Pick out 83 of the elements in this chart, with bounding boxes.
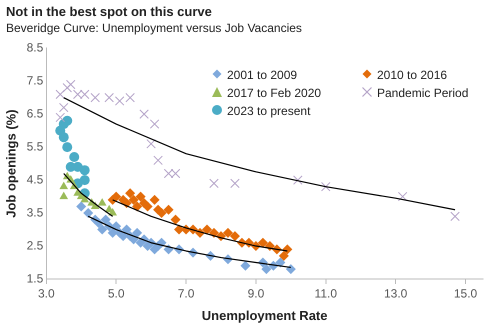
point <box>125 188 136 198</box>
y-tick-label: 5.5 <box>26 139 44 154</box>
y-tick-label: 1.5 <box>26 271 44 286</box>
point <box>230 231 240 242</box>
legend-label: 2023 to present <box>227 104 310 118</box>
point <box>108 228 118 238</box>
x-axis-title: Unemployment Rate <box>202 308 328 323</box>
chart-title: Not in the best spot on this curve <box>6 4 212 19</box>
point <box>170 214 181 225</box>
point <box>293 175 303 185</box>
point <box>90 92 100 102</box>
point <box>222 228 233 238</box>
point <box>98 198 107 206</box>
point <box>202 224 212 235</box>
point <box>80 90 90 100</box>
point <box>230 178 240 188</box>
point <box>132 228 142 238</box>
point <box>275 258 286 268</box>
point <box>58 132 69 142</box>
point <box>128 194 139 205</box>
point <box>62 83 72 93</box>
point <box>76 201 86 212</box>
point <box>450 212 460 222</box>
y-tick-label: 2.5 <box>26 238 44 252</box>
point <box>139 109 149 119</box>
y-tick-label: 7.5 <box>26 73 44 88</box>
point <box>104 92 114 102</box>
y-axis-title: Job openings (%) <box>3 109 18 218</box>
x-tick-label: 5.0 <box>108 286 125 301</box>
point <box>321 182 331 192</box>
point <box>62 116 72 126</box>
point <box>59 102 68 112</box>
point <box>80 194 90 202</box>
point <box>164 204 174 215</box>
point <box>261 264 272 274</box>
point <box>100 214 111 225</box>
point <box>164 168 174 178</box>
point <box>80 165 90 176</box>
legend-label: 2001 to 2009 <box>227 68 298 82</box>
x-tick-label: 13.0 <box>384 286 408 301</box>
point <box>59 192 68 200</box>
point <box>136 192 146 202</box>
legend-label: Pandemic Period <box>377 86 468 100</box>
point <box>170 168 180 178</box>
point <box>132 201 142 212</box>
point <box>62 142 72 152</box>
point <box>114 96 124 106</box>
point <box>72 90 82 100</box>
point <box>125 92 135 102</box>
point <box>258 238 268 248</box>
point <box>59 182 68 190</box>
point <box>150 194 160 205</box>
point <box>240 260 250 271</box>
point <box>111 192 122 202</box>
point <box>83 208 94 218</box>
legend-label: 2010 to 2016 <box>377 68 448 82</box>
point <box>128 234 139 244</box>
point <box>150 119 160 129</box>
x-tick-label: 3.0 <box>38 286 55 301</box>
x-tick-label: 7.0 <box>178 286 195 301</box>
point <box>56 112 65 122</box>
y-tick-label: 4.5 <box>26 172 44 186</box>
y-tick-label: 3.5 <box>26 205 44 220</box>
point <box>122 224 132 235</box>
point <box>156 208 167 218</box>
point <box>142 201 153 212</box>
x-tick-label: 9.0 <box>248 286 265 301</box>
point <box>69 152 80 162</box>
x-tick-label: 11.0 <box>314 286 338 301</box>
point <box>278 250 289 261</box>
y-tick-label: 6.5 <box>26 106 44 120</box>
point <box>146 139 156 149</box>
point <box>66 80 76 90</box>
y-tick-label: 8.5 <box>26 40 44 55</box>
point <box>286 264 296 274</box>
legend-label: 2017 to Feb 2020 <box>227 86 322 100</box>
point <box>97 224 108 235</box>
point <box>398 192 408 202</box>
point <box>56 90 65 100</box>
x-tick-label: 15.0 <box>454 286 478 301</box>
point <box>209 178 219 188</box>
point <box>153 156 163 166</box>
chart-subtitle: Beveridge Curve: Unemployment versus Job Vacancies <box>6 21 302 35</box>
